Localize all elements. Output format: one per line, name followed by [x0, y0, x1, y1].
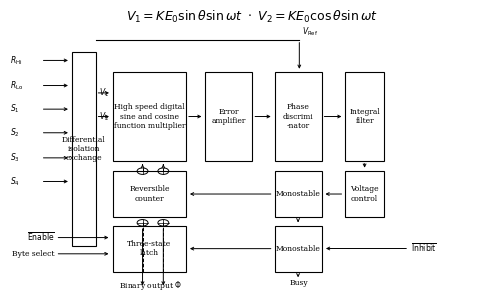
Text: Phase
discrimi
-nator: Phase discrimi -nator [283, 103, 314, 130]
Text: $S_3$: $S_3$ [10, 152, 20, 164]
Text: Monostable: Monostable [276, 190, 321, 198]
Text: Reversible
counter: Reversible counter [129, 185, 170, 203]
FancyBboxPatch shape [345, 171, 384, 217]
Text: Binary output $\Phi$: Binary output $\Phi$ [119, 279, 182, 292]
Text: $V_1$: $V_1$ [99, 87, 109, 99]
Text: $S_2$: $S_2$ [10, 127, 20, 139]
Text: $\overline{\mathrm{Enable}}$: $\overline{\mathrm{Enable}}$ [27, 232, 55, 243]
Text: Voltage
control: Voltage control [350, 185, 379, 203]
FancyBboxPatch shape [72, 52, 96, 246]
FancyBboxPatch shape [275, 171, 322, 217]
Text: $S_4$: $S_4$ [10, 175, 20, 188]
FancyBboxPatch shape [113, 171, 186, 217]
Text: $\overline{\mathrm{Inhibit}}$: $\overline{\mathrm{Inhibit}}$ [411, 243, 436, 254]
FancyBboxPatch shape [275, 226, 322, 271]
Text: $S_1$: $S_1$ [10, 103, 20, 115]
FancyBboxPatch shape [345, 72, 384, 161]
Text: High speed digital
sine and cosine
function multiplier: High speed digital sine and cosine funct… [114, 103, 185, 130]
Text: Three-state
latch: Three-state latch [127, 240, 172, 257]
Text: Differential
isolation
exchange: Differential isolation exchange [62, 136, 106, 162]
Text: Busy: Busy [290, 279, 309, 287]
FancyBboxPatch shape [205, 72, 253, 161]
Text: Error
amplifier: Error amplifier [211, 108, 246, 125]
FancyBboxPatch shape [113, 226, 186, 271]
Text: Monostable: Monostable [276, 245, 321, 253]
Text: $R_{\mathrm{Lo}}$: $R_{\mathrm{Lo}}$ [10, 79, 23, 92]
Text: Integral
filter: Integral filter [349, 108, 380, 125]
Text: $V_2$: $V_2$ [99, 110, 109, 123]
FancyBboxPatch shape [275, 72, 322, 161]
Text: $V_{1}=KE_{0}\sin\theta\sin\omega t\ \cdot\ V_{2}=KE_{0}\cos\theta\sin\omega t$: $V_{1}=KE_{0}\sin\theta\sin\omega t\ \cd… [126, 9, 378, 25]
FancyBboxPatch shape [113, 72, 186, 161]
Text: Byte select: Byte select [12, 250, 55, 258]
Text: $V_{\mathrm{Ref}}$: $V_{\mathrm{Ref}}$ [302, 26, 318, 38]
Text: $R_{\mathrm{Hi}}$: $R_{\mathrm{Hi}}$ [10, 54, 23, 67]
